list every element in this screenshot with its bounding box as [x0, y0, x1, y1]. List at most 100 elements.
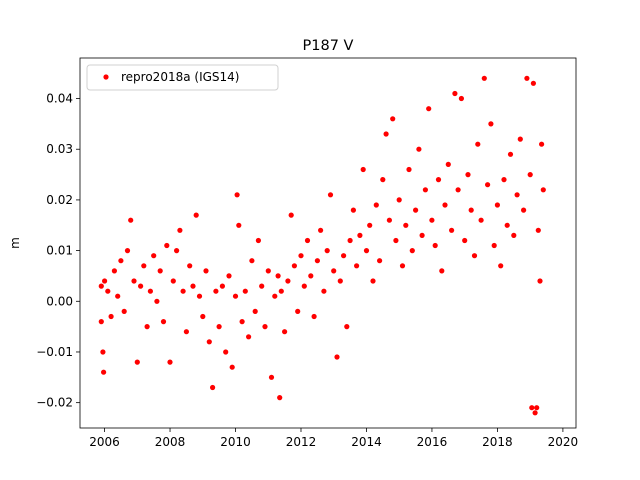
- data-point: [494, 202, 500, 208]
- y-tick-label: 0.00: [46, 294, 73, 308]
- data-point: [229, 364, 235, 370]
- data-point: [242, 288, 248, 294]
- x-axis: 2006 2008 2010 2012 2014 2016 2018 2020: [89, 428, 578, 449]
- legend-box: [86, 64, 279, 91]
- chart-title: P187 V: [303, 38, 354, 54]
- data-point: [262, 324, 268, 330]
- data-point: [219, 283, 225, 289]
- data-point: [124, 248, 131, 254]
- data-point: [295, 308, 301, 314]
- data-point: [471, 253, 478, 259]
- data-point: [327, 192, 334, 198]
- data-point: [304, 237, 311, 244]
- data-point: [380, 177, 386, 183]
- data-point: [236, 222, 242, 228]
- data-point: [354, 263, 360, 269]
- data-point: [200, 313, 206, 320]
- data-point: [468, 207, 474, 213]
- data-point: [118, 258, 124, 264]
- data-point: [337, 278, 343, 284]
- data-point: [360, 166, 366, 173]
- data-point: [491, 242, 497, 249]
- data-point: [514, 192, 520, 198]
- data-point: [481, 75, 487, 81]
- data-point: [164, 242, 170, 249]
- data-point: [268, 374, 275, 380]
- data-point: [147, 288, 153, 294]
- data-point: [532, 410, 538, 416]
- data-point: [406, 166, 412, 173]
- plot-frame: [79, 57, 577, 429]
- data-point: [206, 339, 212, 345]
- data-point: [196, 293, 203, 299]
- data-point: [321, 288, 327, 294]
- y-tick-label: −0.01: [36, 345, 73, 359]
- legend: repro2018a (IGS14): [86, 64, 279, 91]
- data-point: [190, 283, 196, 289]
- y-axis: −0.02 −0.01 0.00 0.01 0.02 0.03 0.04: [36, 92, 80, 410]
- data-point: [234, 192, 240, 198]
- y-axis-label: m: [8, 237, 22, 249]
- data-point: [426, 106, 432, 112]
- data-point: [226, 273, 232, 279]
- data-point: [357, 232, 363, 238]
- legend-label: repro2018a (IGS14): [121, 70, 239, 84]
- data-point: [517, 136, 523, 142]
- data-point: [311, 313, 317, 320]
- data-point: [485, 182, 491, 188]
- x-tick-label: 2010: [220, 435, 251, 449]
- data-point: [350, 207, 356, 213]
- data-point: [331, 268, 337, 274]
- data-point: [239, 319, 245, 325]
- data-point: [282, 329, 288, 335]
- data-point: [539, 141, 545, 147]
- data-point: [386, 217, 392, 223]
- data-point: [255, 237, 261, 244]
- data-point: [501, 177, 507, 183]
- data-point: [275, 273, 281, 279]
- data-point: [324, 248, 330, 254]
- data-point: [341, 253, 347, 259]
- data-point: [540, 187, 546, 193]
- data-point: [504, 222, 510, 228]
- data-point: [367, 222, 373, 228]
- data-point: [102, 278, 108, 284]
- data-point: [452, 90, 458, 97]
- data-point: [105, 288, 111, 294]
- data-point: [475, 141, 481, 147]
- data-point: [141, 263, 147, 269]
- x-tick-label: 2018: [482, 435, 513, 449]
- data-point: [383, 131, 389, 137]
- data-point: [98, 283, 104, 289]
- data-point: [363, 248, 370, 254]
- y-tick-label: 0.02: [46, 193, 73, 207]
- data-point: [373, 202, 379, 208]
- data-point: [435, 177, 442, 183]
- data-point: [216, 324, 222, 330]
- data-point: [277, 395, 283, 401]
- data-point: [511, 232, 517, 238]
- data-point: [203, 268, 209, 274]
- data-point: [445, 161, 451, 167]
- data-point: [100, 349, 106, 355]
- data-point: [183, 329, 189, 335]
- data-point: [393, 237, 399, 244]
- data-point: [409, 248, 415, 254]
- data-point: [252, 308, 258, 314]
- data-point: [144, 324, 150, 330]
- data-point: [422, 187, 428, 193]
- data-point: [449, 227, 455, 233]
- data-point: [462, 237, 468, 244]
- data-point: [334, 354, 340, 360]
- data-point: [416, 146, 422, 152]
- x-tick-label: 2020: [548, 435, 579, 449]
- data-point: [432, 242, 438, 249]
- data-point: [465, 172, 471, 178]
- data-point: [298, 253, 304, 259]
- data-point: [134, 359, 140, 365]
- data-point: [278, 288, 284, 294]
- data-point: [377, 258, 383, 264]
- data-point: [529, 405, 535, 411]
- data-point: [272, 293, 278, 299]
- data-point: [390, 116, 396, 122]
